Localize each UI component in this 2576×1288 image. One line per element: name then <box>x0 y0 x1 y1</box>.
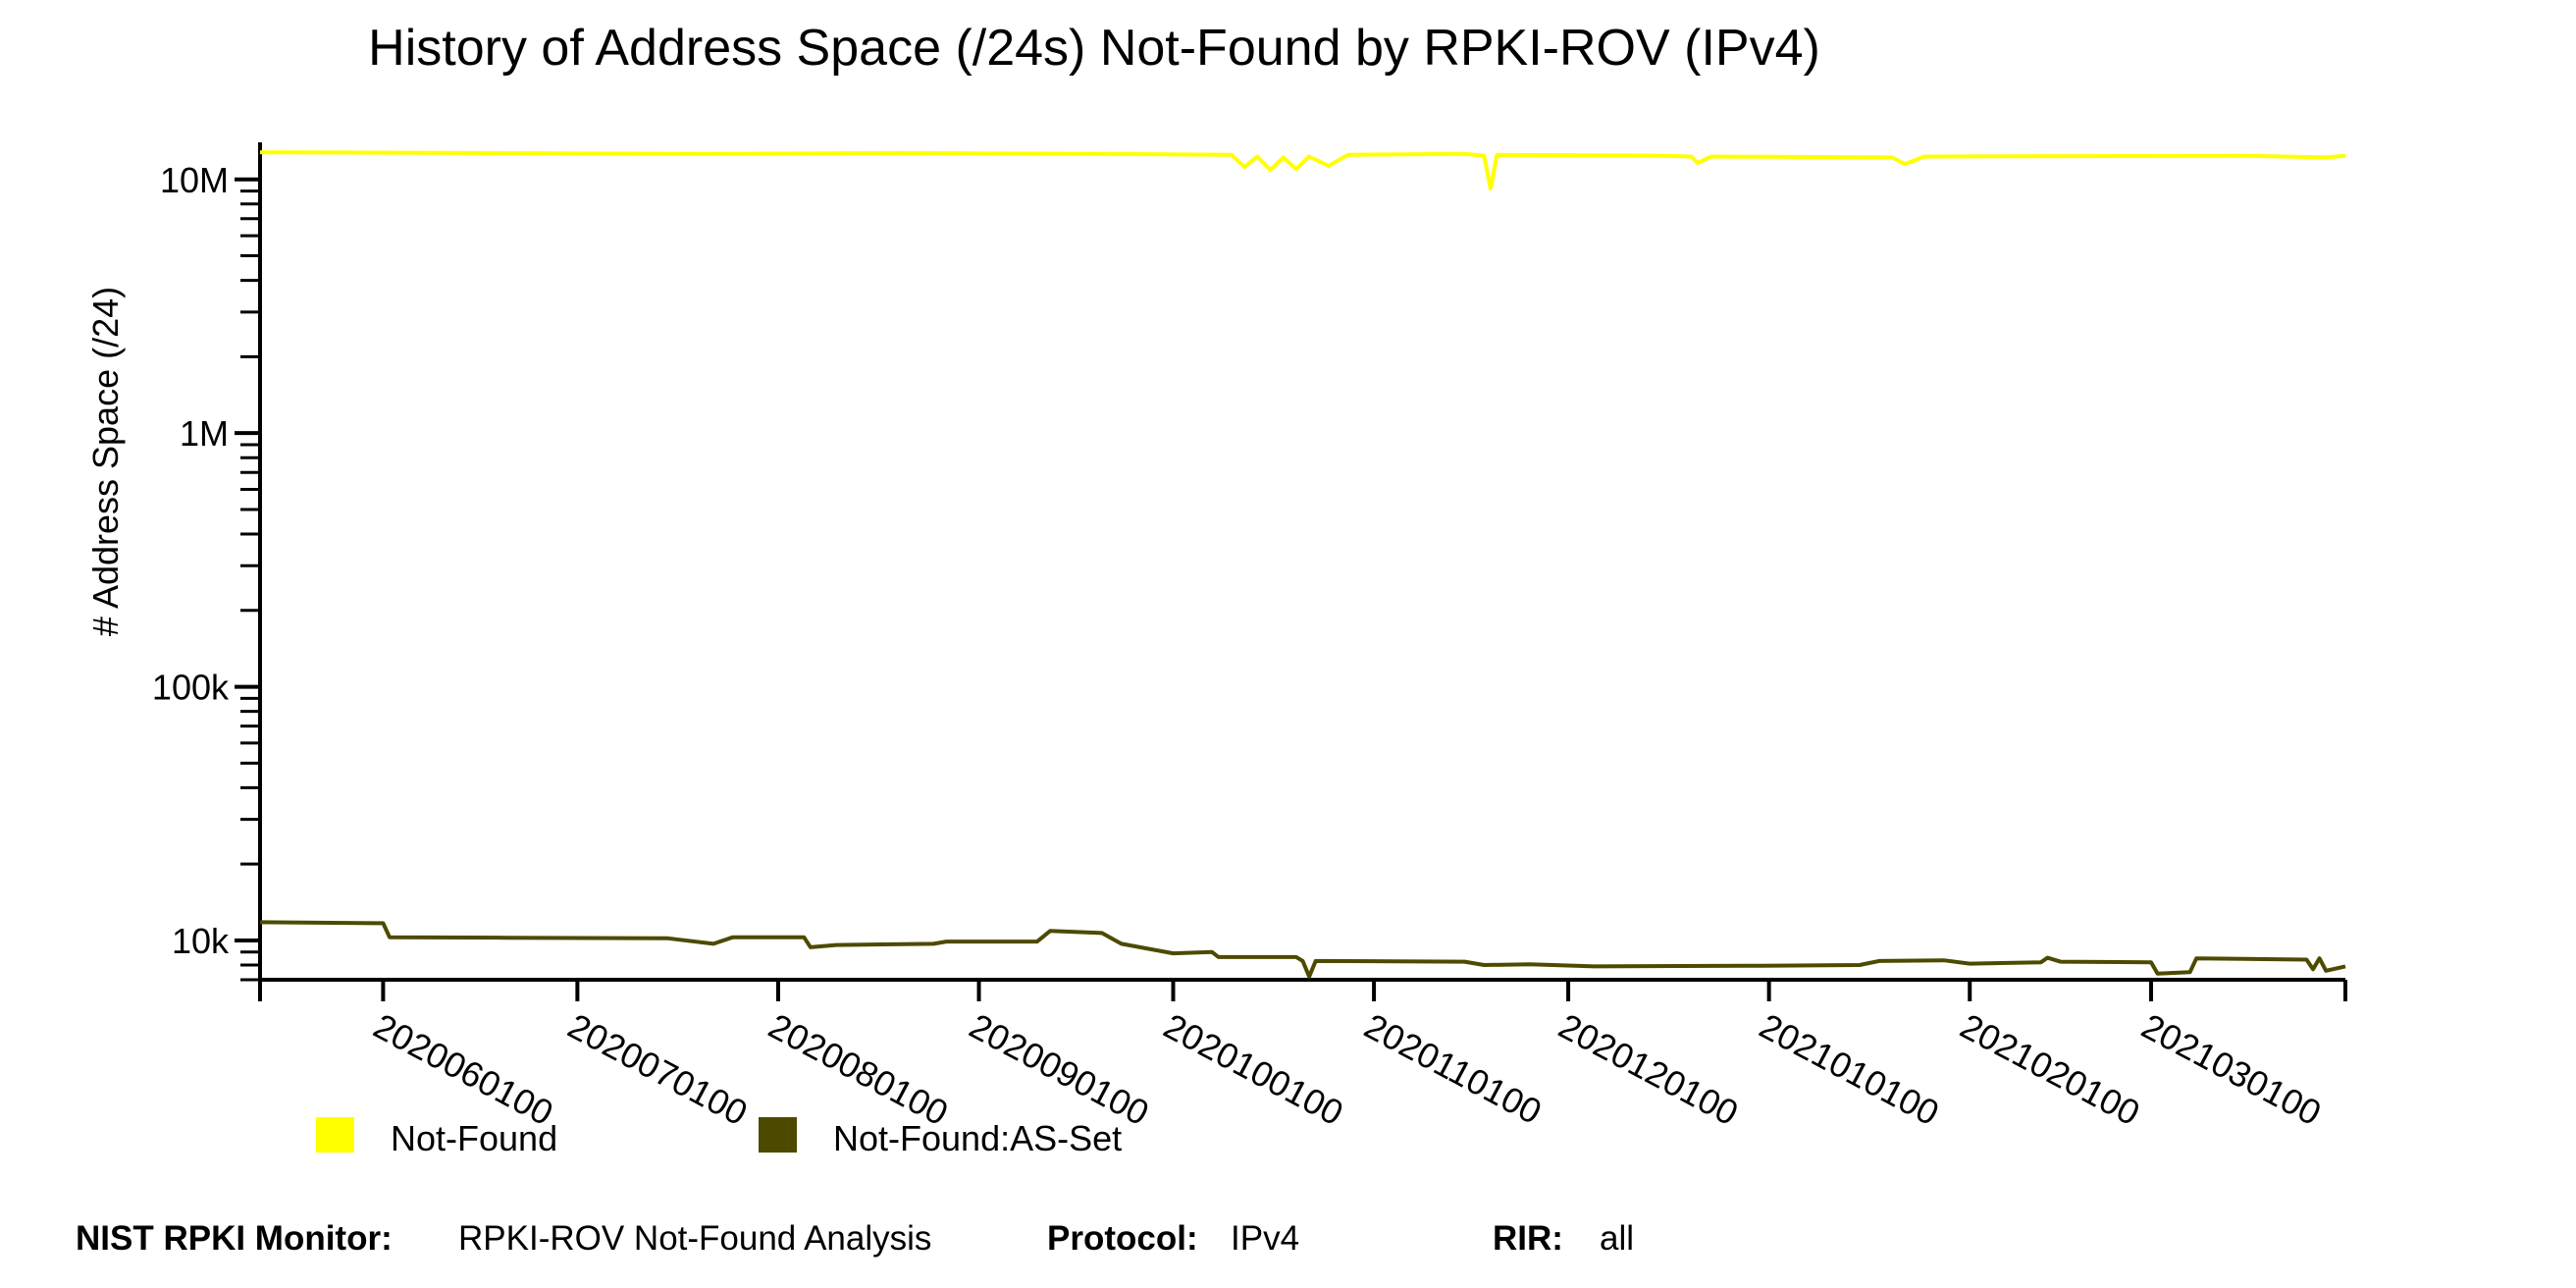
legend: Not-Found Not-Found:AS-Set <box>316 1117 1122 1158</box>
y-axis: 10k 100k 1M 10M <box>152 142 262 982</box>
y-tick-label: 10M <box>160 160 229 200</box>
legend-label: Not-Found <box>391 1118 557 1158</box>
x-tick-label: 2021030100 <box>2135 1005 2328 1133</box>
series-line-not-found <box>259 150 2346 191</box>
x-tick-label: 2020080100 <box>762 1005 955 1133</box>
y-tick-label: 1M <box>180 413 229 454</box>
x-axis: 2020060100 2020070100 2020080100 2020090100… <box>258 978 2347 1133</box>
y-axis-label: # Address Space (/24) <box>85 287 126 636</box>
x-tick-label: 2020120100 <box>1552 1005 1745 1133</box>
legend-swatch <box>316 1117 354 1153</box>
x-tick-label: 2021020100 <box>1954 1005 2146 1133</box>
legend-label: Not-Found:AS-Set <box>833 1118 1122 1158</box>
x-tick-label: 2020100100 <box>1157 1005 1349 1133</box>
x-tick-label: 2020070100 <box>561 1005 754 1133</box>
series-line-not-found-as-set <box>259 920 2346 979</box>
y-tick-label: 10k <box>172 921 230 961</box>
x-tick-label: 2020090100 <box>963 1005 1155 1133</box>
x-tick-label: 2020110100 <box>1358 1005 1549 1132</box>
chart-title: History of Address Space (/24s) Not-Foun… <box>368 20 1820 77</box>
y-tick-label: 100k <box>152 668 230 708</box>
x-tick-label: 2021010100 <box>1754 1005 1946 1133</box>
series-lines <box>259 150 2346 979</box>
legend-swatch <box>759 1117 797 1153</box>
x-tick-label: 2020060100 <box>367 1005 559 1133</box>
